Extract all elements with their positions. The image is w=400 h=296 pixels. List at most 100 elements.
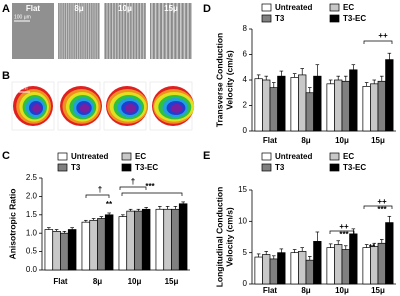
legend-swatch <box>57 163 68 172</box>
legend-swatch <box>329 3 340 12</box>
micrograph <box>150 3 192 59</box>
y-tick-label: 8 <box>243 24 248 33</box>
scale-bar-label: 2 mm <box>15 85 28 91</box>
legend-swatch <box>329 163 340 172</box>
bar <box>89 219 98 271</box>
legend-swatch <box>261 163 272 172</box>
legend-label: T3 <box>71 163 81 172</box>
bar <box>126 210 135 271</box>
bar <box>178 203 188 271</box>
legend-label: T3-EC <box>343 14 366 23</box>
legend-swatch <box>261 3 272 12</box>
micrograph <box>104 3 146 59</box>
bar-chart: 0.0 0.5 1.0 1.5 2.0 2.5 Anisotropic Ratio Untre… <box>7 152 190 286</box>
bar <box>334 79 343 132</box>
bar <box>362 247 371 285</box>
y-axis-label: Anisotropic Ratio <box>7 189 17 260</box>
isochrone <box>125 104 137 113</box>
bar <box>349 233 358 285</box>
legend-label: Untreated <box>71 152 108 161</box>
significance-marker: † <box>98 185 102 194</box>
legend-label: EC <box>343 152 354 161</box>
x-tick-label: 15μ <box>371 286 385 295</box>
legend-swatch <box>329 152 340 161</box>
bar <box>254 256 263 285</box>
significance-marker: ** <box>369 243 376 252</box>
bar <box>298 251 307 285</box>
bar <box>385 59 394 132</box>
y-tick-label: 2.5 <box>26 173 38 182</box>
legend-label: EC <box>135 152 146 161</box>
isochrone <box>32 104 41 113</box>
legend-label: T3-EC <box>135 163 158 172</box>
bar <box>171 208 180 271</box>
bar <box>326 247 335 285</box>
bar <box>377 80 386 132</box>
panel-label: C <box>2 150 10 162</box>
bar <box>290 77 299 132</box>
bar <box>313 241 322 285</box>
bar <box>134 210 143 271</box>
y-tick-label: 0 <box>243 126 248 135</box>
bar <box>385 222 394 285</box>
panel-label: D <box>203 3 211 15</box>
x-tick-label: 10μ <box>335 286 349 295</box>
legend-swatch <box>57 152 68 161</box>
bar <box>305 259 314 285</box>
legend-swatch <box>261 152 272 161</box>
bar-chart: 0 5 10 15 Longitudinal Conduction Velocity (c… <box>214 152 396 295</box>
bar <box>269 258 278 285</box>
x-tick-label: 15μ <box>371 136 385 145</box>
significance-marker: *** <box>145 182 155 191</box>
y-axis-label: Transverse Conduction <box>214 33 224 127</box>
activation-maps: 2 mm <box>11 81 195 131</box>
isochrone <box>79 104 90 113</box>
y-tick-label: 15 <box>238 185 247 194</box>
legend-label: T3 <box>275 14 285 23</box>
bar <box>141 208 151 271</box>
x-tick-label: 8μ <box>301 286 310 295</box>
legend-label: T3 <box>275 163 285 172</box>
y-tick-label: 2 <box>243 101 248 110</box>
x-tick-label: 10μ <box>335 136 349 145</box>
bar <box>97 218 106 271</box>
bar <box>163 208 172 271</box>
bar <box>313 75 322 132</box>
y-tick-label: 5 <box>243 248 248 257</box>
bar <box>377 242 386 285</box>
significance-bracket <box>363 40 393 44</box>
significance-marker: † <box>131 177 135 186</box>
bar <box>298 74 307 132</box>
micrograph <box>58 3 100 59</box>
bar <box>326 83 335 132</box>
micrograph-label: Flat <box>26 4 41 13</box>
x-tick-label: 10μ <box>128 277 142 286</box>
panel-label: B <box>2 70 10 82</box>
y-axis-label: Velocity (cm/s) <box>224 50 234 110</box>
bar <box>67 229 77 271</box>
legend-swatch <box>121 163 132 172</box>
bar <box>52 231 61 271</box>
x-tick-label: 8μ <box>301 136 310 145</box>
y-axis-label: Longitudinal Conduction <box>214 187 224 288</box>
legend-label: EC <box>343 3 354 12</box>
y-tick-label: 1.5 <box>26 210 38 219</box>
micrograph-label: 10μ <box>118 4 132 13</box>
y-tick-label: 6 <box>243 50 248 59</box>
bar <box>155 208 165 271</box>
significance-bracket <box>121 192 183 196</box>
significance-marker: *** <box>377 205 387 214</box>
bar <box>81 221 91 271</box>
bar-chart: 0 2 4 6 8 Transverse Conduction Velocity (cm/s… <box>214 3 396 145</box>
panel-label: A <box>2 3 10 15</box>
bar <box>362 86 371 132</box>
x-tick-label: 8μ <box>93 277 102 286</box>
significance-bracket <box>119 186 147 190</box>
x-tick-label: Flat <box>53 277 68 286</box>
y-tick-label: 4 <box>243 75 248 84</box>
bar <box>104 214 114 271</box>
significance-bracket <box>329 230 355 234</box>
bar <box>277 252 286 285</box>
bar <box>370 83 379 132</box>
